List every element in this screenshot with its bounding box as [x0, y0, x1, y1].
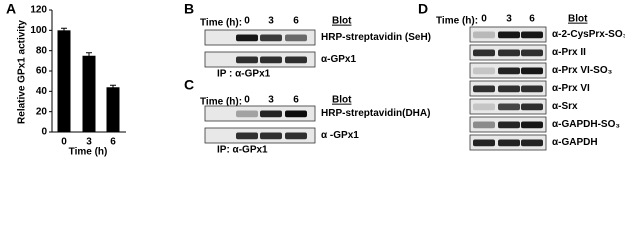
- band: [521, 85, 543, 93]
- blot-header: Blot: [332, 16, 352, 27]
- band: [521, 67, 543, 75]
- time-value: 3: [268, 95, 274, 106]
- row-label: HRP-streptavidin(DHA): [321, 108, 430, 119]
- band: [236, 34, 258, 42]
- band: [473, 49, 495, 57]
- panel-label: A: [6, 1, 16, 17]
- time-value: 3: [268, 16, 274, 27]
- band: [285, 34, 307, 42]
- bar: [82, 55, 96, 132]
- band: [498, 139, 520, 147]
- band: [498, 121, 520, 129]
- panel-label: C: [184, 77, 194, 93]
- blot-header: Blot: [332, 95, 352, 106]
- row-label: α -GPx1: [321, 130, 359, 141]
- time-label: Time (h):: [200, 97, 242, 108]
- row-label: α-GAPDH: [552, 137, 598, 148]
- x-tick-label: 6: [110, 137, 116, 148]
- band: [498, 85, 520, 93]
- row-label: α-Prx VI-SO₃: [552, 65, 613, 76]
- band: [473, 139, 495, 147]
- time-value: 6: [293, 16, 299, 27]
- row-label: α-Srx: [552, 101, 578, 112]
- y-tick-label: 20: [36, 106, 48, 117]
- band: [498, 103, 520, 111]
- y-tick-label: 60: [36, 66, 48, 77]
- time-value: 0: [481, 14, 487, 25]
- band: [498, 49, 520, 57]
- band: [285, 110, 307, 118]
- band: [260, 56, 282, 64]
- row-label: α-2-CysPrx-SO₃: [552, 29, 625, 40]
- x-tick-label: 3: [86, 137, 92, 148]
- time-value: 0: [244, 95, 250, 106]
- band: [498, 31, 520, 39]
- band: [236, 110, 258, 118]
- band: [473, 121, 495, 129]
- row-label: α-Prx VI: [552, 83, 590, 94]
- row-label: α-GPx1: [321, 54, 356, 65]
- time-value: 6: [293, 95, 299, 106]
- y-axis-label: Relative GPx1 activity: [17, 20, 28, 124]
- figure: A Relative GPx1 activity Time (h) 0 20 40 6…: [6, 1, 625, 158]
- band: [236, 132, 258, 140]
- error-bar: [61, 27, 67, 33]
- band: [285, 132, 307, 140]
- time-value: 6: [529, 14, 535, 25]
- band: [260, 110, 282, 118]
- y-tick-label: 80: [36, 45, 48, 56]
- band: [521, 49, 543, 57]
- band: [498, 67, 520, 75]
- y-tick-label: 0: [41, 127, 47, 138]
- band: [260, 34, 282, 42]
- y-tick-label: 40: [36, 86, 48, 97]
- band: [521, 31, 543, 39]
- panel-label: D: [418, 1, 428, 17]
- bar: [106, 87, 120, 132]
- panel-label: B: [184, 1, 194, 17]
- time-label: Time (h):: [200, 18, 242, 29]
- error-bar: [110, 84, 116, 90]
- band: [285, 56, 307, 64]
- blot-header: Blot: [568, 14, 588, 25]
- y-tick-label: 100: [30, 25, 47, 36]
- bar: [57, 30, 71, 132]
- band: [473, 103, 495, 111]
- time-value: 3: [506, 14, 512, 25]
- x-axis-label: Time (h): [69, 147, 108, 158]
- time-value: 0: [244, 16, 250, 27]
- error-bar: [86, 52, 92, 59]
- ip-footer: IP : α-GPx1: [217, 69, 271, 80]
- x-tick-label: 0: [61, 137, 67, 148]
- band: [521, 139, 543, 147]
- band: [236, 56, 258, 64]
- row-label: HRP-streptavidin (SeH): [321, 32, 431, 43]
- ip-footer: IP: α-GPx1: [217, 145, 268, 156]
- band: [473, 67, 495, 75]
- band: [521, 121, 543, 129]
- band: [473, 85, 495, 93]
- band: [521, 103, 543, 111]
- band: [260, 132, 282, 140]
- time-label: Time (h):: [436, 16, 478, 27]
- band: [473, 31, 495, 39]
- row-label: α-GAPDH-SO₃: [552, 119, 620, 130]
- row-label: α-Prx II: [552, 47, 586, 58]
- y-tick-label: 120: [30, 5, 47, 16]
